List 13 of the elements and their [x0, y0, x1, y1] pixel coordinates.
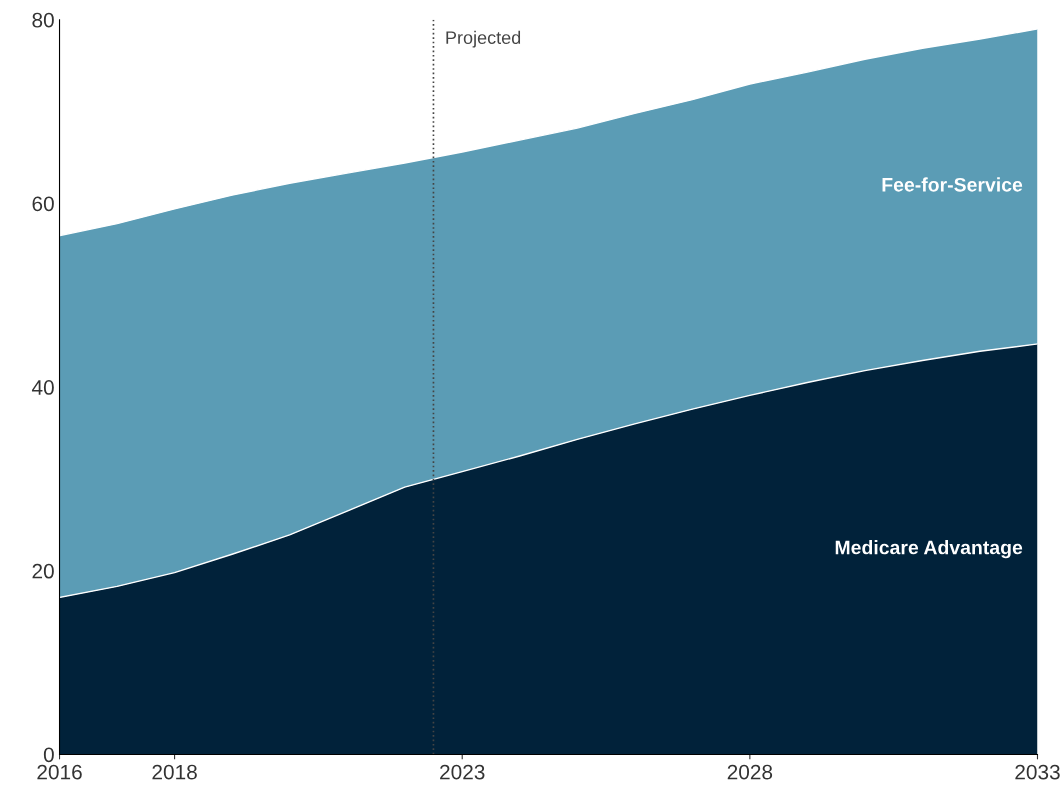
x-tick-label: 2033: [1015, 764, 1060, 780]
y-tick-label: 40: [31, 380, 54, 395]
x-tick-label: 2018: [152, 764, 197, 780]
ref-line-label: Projected: [446, 30, 521, 48]
series-label: Fee-for-Service: [882, 177, 1023, 192]
y-tick-label: 60: [32, 196, 54, 212]
x-tick-label: 2016: [37, 764, 82, 780]
y-tick-label: 20: [32, 563, 54, 579]
x-tick-label: 2028: [727, 764, 773, 780]
x-tick-label: 2023: [440, 764, 485, 780]
y-tick-label: 0: [43, 747, 54, 763]
series-label: Medicare Advantage: [835, 540, 1023, 559]
y-tick-label: 80: [32, 12, 54, 28]
